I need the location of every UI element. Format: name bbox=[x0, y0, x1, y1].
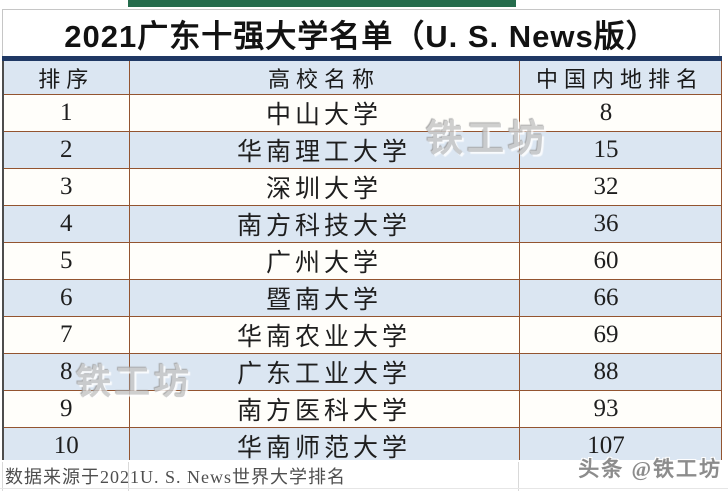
ranking-sheet: 2021广东十强大学名单（U. S. News版） 排序 高校名称 中国内地排名… bbox=[2, 9, 722, 467]
cn-rank-cell: 66 bbox=[518, 279, 722, 317]
cn-rank-cell: 93 bbox=[518, 390, 722, 428]
rank-cell: 8 bbox=[2, 353, 130, 391]
cn-rank-cell: 88 bbox=[518, 353, 722, 391]
page-title: 2021广东十强大学名单（U. S. News版） bbox=[2, 9, 720, 56]
column-header-name: 高校名称 bbox=[128, 58, 520, 95]
table-row: 1 中山大学 8 bbox=[2, 94, 722, 132]
faint-gridline bbox=[0, 488, 728, 489]
cn-rank-cell: 15 bbox=[518, 131, 722, 169]
column-header-rank: 排序 bbox=[2, 58, 130, 95]
table-row: 8 广东工业大学 88 bbox=[2, 353, 722, 391]
rank-cell: 5 bbox=[2, 242, 130, 280]
top-green-accent-bar bbox=[128, 0, 516, 7]
cn-rank-cell: 60 bbox=[518, 242, 722, 280]
rank-cell: 3 bbox=[2, 168, 130, 206]
table-row: 9 南方医科大学 93 bbox=[2, 390, 722, 428]
university-name-cell: 南方科技大学 bbox=[128, 205, 520, 243]
toutiao-brand-watermark: 头条 @铁工坊 bbox=[578, 457, 722, 481]
header-row: 排序 高校名称 中国内地排名 bbox=[2, 58, 722, 95]
university-name-cell: 华南农业大学 bbox=[128, 316, 520, 354]
cn-rank-cell: 32 bbox=[518, 168, 722, 206]
cn-rank-cell: 8 bbox=[518, 94, 722, 132]
table-row: 2 华南理工大学 15 bbox=[2, 131, 722, 169]
university-name-cell: 华南理工大学 bbox=[128, 131, 520, 169]
cn-rank-cell: 36 bbox=[518, 205, 722, 243]
footer-area: 数据来源于2021U. S. News世界大学排名 bbox=[0, 460, 728, 491]
rank-cell: 9 bbox=[2, 390, 130, 428]
cn-rank-cell: 107 bbox=[518, 427, 722, 466]
table-row: 6 暨南大学 66 bbox=[2, 279, 722, 317]
university-name-cell: 深圳大学 bbox=[128, 168, 520, 206]
rank-cell: 2 bbox=[2, 131, 130, 169]
university-name-cell: 暨南大学 bbox=[128, 279, 520, 317]
column-header-cn-rank: 中国内地排名 bbox=[518, 58, 722, 95]
rank-cell: 1 bbox=[2, 94, 130, 132]
university-name-cell: 广东工业大学 bbox=[128, 353, 520, 391]
data-source-note: 数据来源于2021U. S. News世界大学排名 bbox=[5, 467, 347, 487]
table-row: 4 南方科技大学 36 bbox=[2, 205, 722, 243]
university-ranking-table: 排序 高校名称 中国内地排名 1 中山大学 8 2 华南理工大学 15 3 深圳… bbox=[2, 56, 722, 467]
rank-cell: 6 bbox=[2, 279, 130, 317]
university-name-cell: 南方医科大学 bbox=[128, 390, 520, 428]
rank-cell: 10 bbox=[2, 427, 130, 466]
university-name-cell: 中山大学 bbox=[128, 94, 520, 132]
cn-rank-cell: 69 bbox=[518, 316, 722, 354]
rank-cell: 4 bbox=[2, 205, 130, 243]
faint-gridline bbox=[128, 462, 129, 491]
rank-cell: 7 bbox=[2, 316, 130, 354]
university-name-cell: 广州大学 bbox=[128, 242, 520, 280]
table-row: 5 广州大学 60 bbox=[2, 242, 722, 280]
table-row: 7 华南农业大学 69 bbox=[2, 316, 722, 354]
faint-gridline bbox=[518, 462, 519, 491]
table-row: 3 深圳大学 32 bbox=[2, 168, 722, 206]
faint-gridline bbox=[2, 462, 3, 491]
